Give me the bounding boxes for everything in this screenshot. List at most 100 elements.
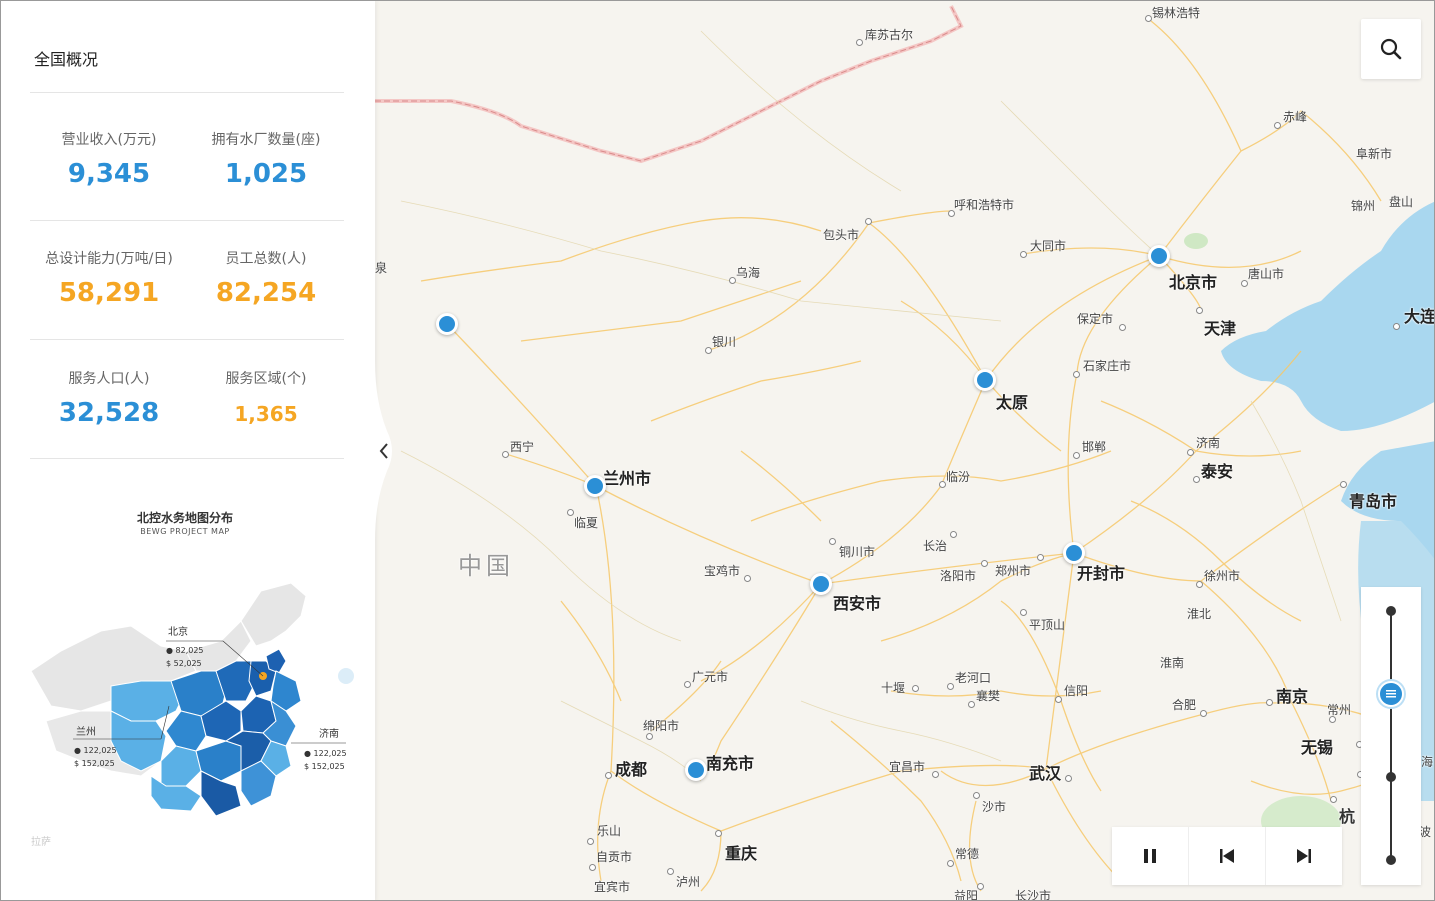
project-marker-nanchong[interactable] — [685, 759, 707, 781]
skip-back-button[interactable] — [1189, 827, 1266, 885]
city-label[interactable]: 沙市 — [982, 800, 1007, 814]
city-dot — [1073, 452, 1080, 459]
city-label[interactable]: 徐州市 — [1204, 569, 1241, 583]
timeline-tick[interactable] — [1386, 772, 1396, 782]
callout-value: 82,025 — [175, 646, 204, 655]
project-marker[interactable] — [436, 313, 458, 335]
city-label[interactable]: 赤峰 — [1283, 110, 1308, 124]
skip-forward-button[interactable] — [1266, 827, 1342, 885]
city-label[interactable]: 银川 — [712, 335, 737, 349]
city-label[interactable]: 大同市 — [1030, 239, 1067, 253]
city-label[interactable]: 常州 — [1327, 703, 1352, 717]
search-button[interactable] — [1361, 19, 1421, 79]
project-marker-beijing[interactable] — [1148, 245, 1170, 267]
city-label[interactable]: 天津 — [1204, 319, 1237, 338]
pause-button[interactable] — [1112, 827, 1189, 885]
city-label[interactable]: 锡林浩特 — [1152, 6, 1201, 20]
city-label[interactable]: 北京市 — [1169, 273, 1218, 292]
city-label[interactable]: 邯郸 — [1082, 440, 1107, 454]
minimap-subtitle: BEWG PROJECT MAP — [140, 527, 230, 536]
city-dot — [865, 218, 872, 225]
city-label[interactable]: 太原 — [996, 393, 1029, 412]
timeline-track[interactable] — [1390, 611, 1392, 861]
city-label[interactable]: 盘山 — [1389, 195, 1414, 209]
city-label[interactable]: 宜宾市 — [594, 880, 631, 894]
timeline-tick[interactable] — [1386, 606, 1396, 616]
city-dot — [973, 792, 980, 799]
city-label[interactable]: 临汾 — [946, 470, 971, 484]
city-label[interactable]: 重庆 — [725, 844, 758, 863]
project-marker-lanzhou[interactable] — [584, 475, 606, 497]
city-label[interactable]: 洛阳市 — [940, 569, 977, 583]
city-label[interactable]: 宜昌市 — [889, 760, 926, 774]
project-marker-taiyuan[interactable] — [974, 369, 996, 391]
city-label[interactable]: 临夏 — [574, 516, 599, 530]
collapse-panel-tab[interactable] — [375, 361, 399, 541]
city-label[interactable]: 淮北 — [1187, 607, 1212, 621]
city-label[interactable]: 益阳 — [954, 889, 979, 901]
timeline-slider[interactable] — [1361, 587, 1421, 885]
city-label[interactable]: 青岛市 — [1349, 492, 1398, 511]
city-label[interactable]: 大连 — [1404, 307, 1435, 326]
project-marker-xian[interactable] — [810, 573, 832, 595]
city-label[interactable]: 西宁 — [510, 440, 535, 454]
city-dot — [1037, 554, 1044, 561]
city-label[interactable]: 广元市 — [692, 670, 729, 684]
minimap-china[interactable] — [1, 561, 375, 861]
city-dot — [1241, 280, 1248, 287]
minimap-callout-values: ● 82,025 $ 52,025 — [166, 646, 204, 668]
city-label[interactable]: 信阳 — [1064, 684, 1089, 698]
city-label[interactable]: 呼和浩特市 — [954, 198, 1015, 212]
city-label[interactable]: 海 — [1421, 755, 1434, 769]
city-label[interactable]: 常德 — [955, 847, 980, 861]
city-label[interactable]: 合肥 — [1172, 698, 1197, 712]
city-label[interactable]: 包头市 — [823, 228, 860, 242]
city-dot — [1055, 696, 1062, 703]
city-label[interactable]: 开封市 — [1077, 564, 1126, 583]
city-label[interactable]: 库苏古尔 — [865, 28, 914, 42]
city-label[interactable]: 长治 — [923, 539, 948, 553]
city-label[interactable]: 无锡 — [1301, 738, 1334, 757]
city-dot — [912, 685, 919, 692]
city-label[interactable]: 武汉 — [1029, 764, 1062, 783]
callout-value: 152,025 — [81, 759, 115, 768]
city-label[interactable]: 泰安 — [1201, 462, 1234, 481]
minimap-callout-values: ● 122,025 $ 152,025 — [304, 749, 347, 771]
stat-design-capacity: 总设计能力(万吨/日) 58,291 — [29, 248, 189, 308]
city-label[interactable]: 襄樊 — [976, 689, 1001, 703]
city-label[interactable]: 兰州市 — [603, 469, 652, 488]
city-label[interactable]: 保定市 — [1077, 312, 1114, 326]
city-label[interactable]: 淮南 — [1160, 656, 1185, 670]
city-label[interactable]: 杭 — [1339, 807, 1356, 826]
city-label[interactable]: 长沙市 — [1015, 889, 1052, 901]
city-label[interactable]: 锦州 — [1351, 199, 1376, 213]
city-label[interactable]: 自贡市 — [596, 850, 633, 864]
city-label[interactable]: 老河口 — [955, 671, 992, 685]
city-label[interactable]: 波 — [1419, 825, 1432, 839]
timeline-handle[interactable] — [1378, 681, 1404, 707]
city-label[interactable]: 平顶山 — [1029, 618, 1066, 632]
city-label[interactable]: 济南 — [1196, 436, 1221, 450]
timeline-tick[interactable] — [1386, 855, 1396, 865]
chevron-left-icon[interactable] — [378, 441, 390, 465]
city-label[interactable]: 南京 — [1276, 687, 1309, 706]
city-label[interactable]: 泉 — [375, 261, 388, 275]
city-label[interactable]: 乐山 — [597, 824, 622, 838]
city-label[interactable]: 西安市 — [833, 594, 882, 613]
project-marker-kaifeng[interactable] — [1063, 542, 1085, 564]
city-label[interactable]: 郑州市 — [995, 564, 1032, 578]
city-dot — [1073, 371, 1080, 378]
city-label[interactable]: 成都 — [615, 760, 648, 779]
city-label[interactable]: 宝鸡市 — [704, 564, 741, 578]
city-label[interactable]: 南充市 — [706, 754, 755, 773]
city-label[interactable]: 乌海 — [736, 266, 761, 280]
divider — [30, 92, 344, 93]
city-label[interactable]: 唐山市 — [1248, 267, 1285, 281]
city-label[interactable]: 泸州 — [676, 875, 701, 889]
city-label[interactable]: 石家庄市 — [1083, 359, 1132, 373]
city-label[interactable]: 十堰 — [881, 681, 906, 695]
city-label[interactable]: 铜川市 — [839, 545, 876, 559]
city-label[interactable]: 阜新市 — [1356, 147, 1393, 161]
city-label[interactable]: 绵阳市 — [643, 719, 680, 733]
